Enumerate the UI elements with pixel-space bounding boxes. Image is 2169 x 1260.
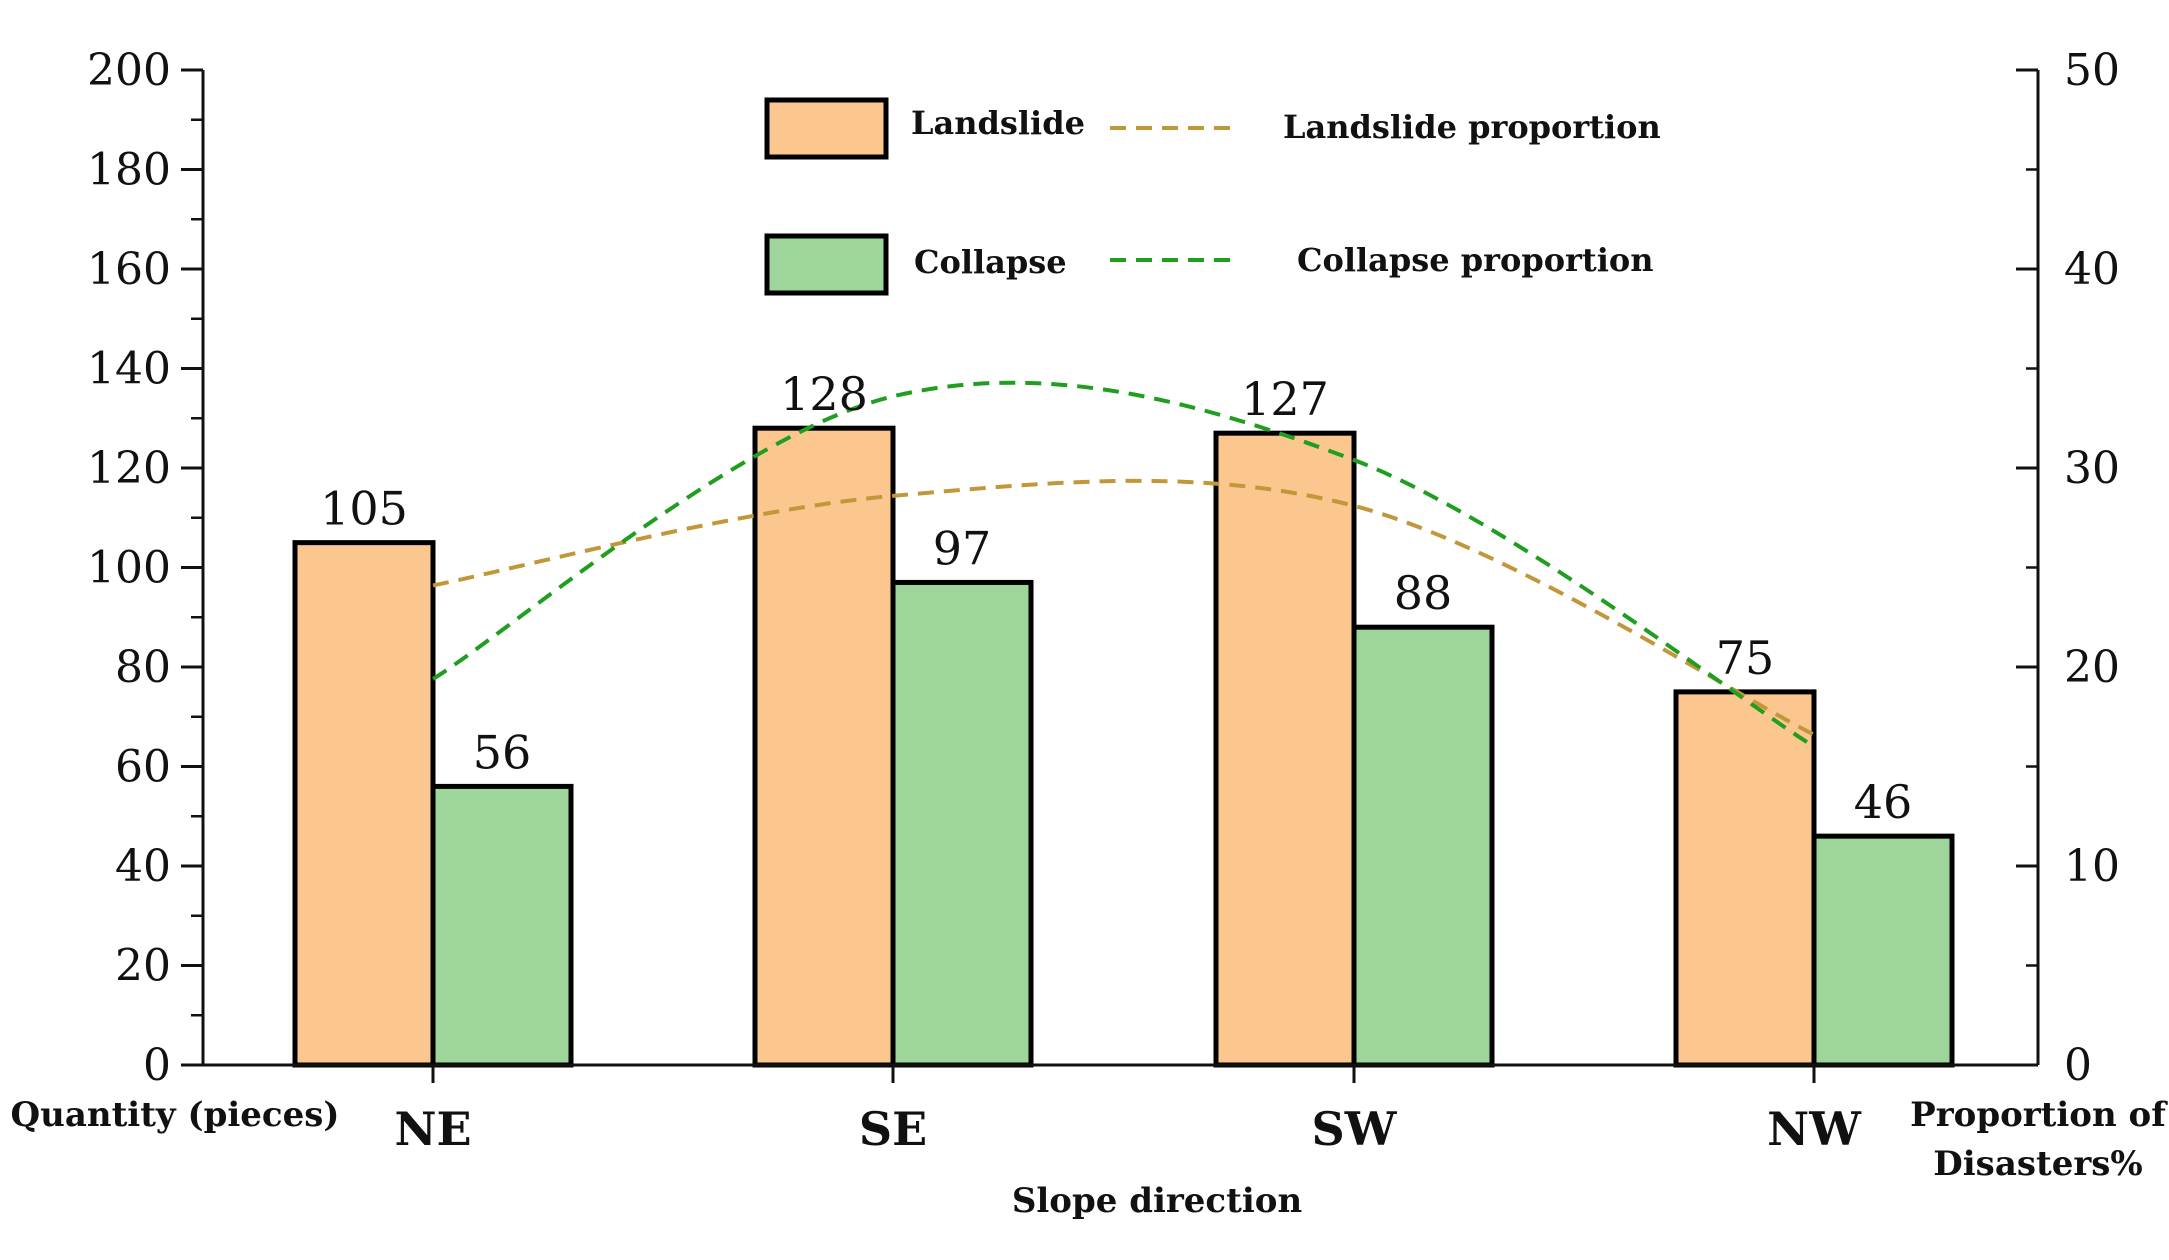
bar-collapse-ne	[430, 783, 574, 1068]
y2-tick-label: 50	[2064, 45, 2120, 96]
line-landslide-proportion	[432, 478, 1815, 737]
y2-tick-label: 10	[2064, 841, 2120, 892]
legend-label-collapse: Collapse	[914, 243, 1067, 281]
legend: Landslide Landslide proportion Collapse …	[764, 97, 1661, 296]
bar-collapse-se	[890, 579, 1034, 1068]
y2-axis-title-line1: Proportion of	[1910, 1095, 2168, 1135]
legend-label-landslide-proportion: Landslide proportion	[1283, 108, 1661, 146]
bars-group	[292, 425, 1955, 1068]
proportion-lines-group	[431, 380, 1816, 749]
y-tick-label: 160	[87, 244, 171, 295]
y2-tick-label: 30	[2064, 443, 2120, 494]
x-tick-label-ne: NE	[394, 1102, 471, 1156]
y2-tick-label: 0	[2064, 1040, 2092, 1091]
y-tick-label: 80	[115, 642, 171, 693]
bar-label-landslide-sw: 127	[1241, 372, 1329, 426]
left-axis-ticks: 0 20 40 60 80 100 120 140 160 180 200	[87, 45, 203, 1091]
y-tick-label: 100	[87, 543, 171, 594]
bar-landslide-sw	[1213, 430, 1357, 1068]
line-collapse-proportion	[431, 380, 1816, 749]
bar-label-landslide-nw: 75	[1716, 631, 1775, 685]
legend-swatch-landslide	[764, 97, 889, 160]
bar-label-collapse-sw: 88	[1394, 566, 1453, 620]
bar-landslide-se	[752, 425, 896, 1068]
legend-label-collapse-proportion: Collapse proportion	[1297, 241, 1653, 279]
x-tick-label-nw: NW	[1767, 1102, 1862, 1156]
y-tick-label: 0	[143, 1040, 171, 1091]
bar-label-collapse-se: 97	[933, 521, 992, 575]
y-tick-label: 200	[87, 45, 171, 96]
x-axis-title: Slope direction	[1012, 1181, 1302, 1221]
right-axis-ticks: 0 10 20 30 40 50	[2016, 45, 2120, 1091]
y-axis-title: Quantity (pieces)	[11, 1095, 340, 1135]
bar-collapse-sw	[1351, 624, 1495, 1068]
legend-swatch-collapse	[764, 233, 889, 296]
bar-value-labels: 105 56 128 97 127 88 75 46	[320, 367, 1912, 829]
y2-tick-label: 20	[2064, 642, 2120, 693]
bar-collapse-nw	[1811, 833, 1955, 1068]
bar-label-landslide-ne: 105	[320, 482, 408, 536]
bar-label-collapse-ne: 56	[473, 725, 532, 779]
y2-axis-title-line2: Disasters%	[1933, 1144, 2142, 1184]
legend-label-landslide: Landslide	[911, 104, 1085, 142]
bar-landslide-ne	[292, 540, 436, 1068]
y2-tick-label: 40	[2064, 244, 2120, 295]
y-tick-label: 20	[115, 941, 171, 992]
y-tick-label: 40	[115, 841, 171, 892]
x-tick-label-se: SE	[859, 1102, 927, 1156]
bar-landslide-nw	[1673, 689, 1817, 1068]
y-tick-label: 140	[87, 344, 171, 395]
y-tick-label: 120	[87, 443, 171, 494]
bar-label-collapse-nw: 46	[1854, 775, 1913, 829]
x-tick-label-sw: SW	[1312, 1102, 1398, 1156]
category-axis-ticks: NE SE SW NW	[394, 1065, 1862, 1156]
bar-label-landslide-se: 128	[780, 367, 868, 421]
y-tick-label: 180	[87, 145, 171, 196]
y-tick-label: 60	[115, 742, 171, 793]
